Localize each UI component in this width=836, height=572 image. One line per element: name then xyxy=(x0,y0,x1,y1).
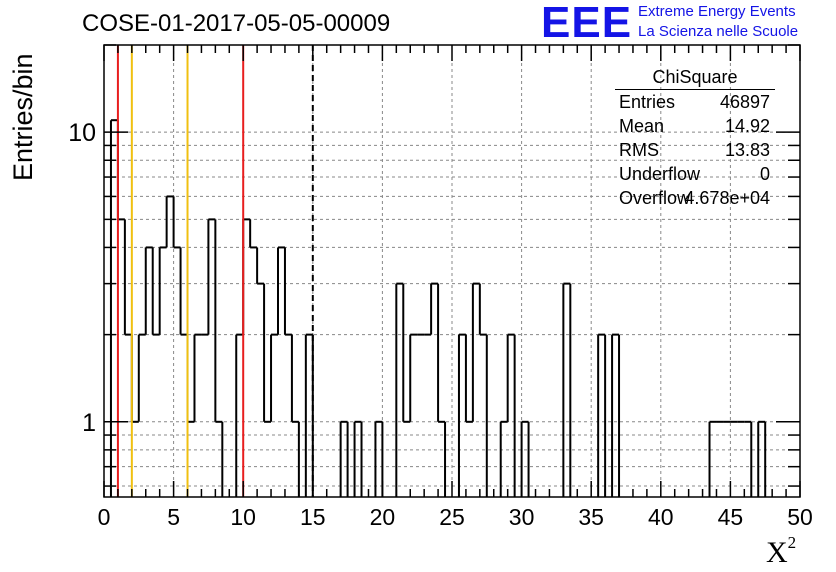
stats-value: 13.83 xyxy=(724,140,770,160)
logo-caption-line2: La Scienza nelle Scuole xyxy=(638,23,799,40)
stats-row-rms: RMS 13.83 xyxy=(613,138,778,162)
x-tick-label: 30 xyxy=(509,504,535,530)
stats-title: ChiSquare xyxy=(615,65,775,90)
x-axis-label: X2 xyxy=(766,533,796,570)
marker-lines xyxy=(116,45,314,497)
plot-title: COSE-01-2017-05-05-00009 xyxy=(82,10,391,37)
stats-key: Entries xyxy=(619,92,676,112)
x-tick-label: 35 xyxy=(578,504,604,530)
logo-caption-line1: Extreme Energy Events xyxy=(638,3,796,20)
y-axis-label: Entries/bin xyxy=(8,53,38,181)
x-tick-label: 25 xyxy=(439,504,465,530)
x-tick-label: 50 xyxy=(787,504,813,530)
stats-value: 0 xyxy=(759,164,770,184)
x-axis-label-superscript: 2 xyxy=(787,533,797,552)
stats-key: Overflow xyxy=(619,188,691,208)
axes: 0 5 10 15 20 25 30 35 40 45 50 1 10 xyxy=(68,44,813,530)
x-axis-label-base: X xyxy=(766,536,788,569)
stats-row-entries: Entries 46897 xyxy=(613,90,778,114)
x-tick-label: 10 xyxy=(230,504,256,530)
stats-row-overflow: Overflow 4.678e+04 xyxy=(613,186,778,210)
x-tick-label: 5 xyxy=(167,504,180,530)
stats-value: 46897 xyxy=(719,92,770,112)
x-tick-label: 15 xyxy=(300,504,326,530)
x-tick-label: 40 xyxy=(648,504,674,530)
stats-key: Underflow xyxy=(619,164,701,184)
stats-row-underflow: Underflow 0 xyxy=(613,162,778,186)
stats-value: 14.92 xyxy=(724,116,770,136)
stats-row-mean: Mean 14.92 xyxy=(613,114,778,138)
eee-logo: EEE xyxy=(541,0,633,47)
stats-key: Mean xyxy=(619,116,665,136)
x-tick-label: 20 xyxy=(370,504,396,530)
x-tick-label: 0 xyxy=(98,504,111,530)
x-tick-label: 45 xyxy=(718,504,744,530)
y-tick-label: 10 xyxy=(68,119,96,147)
stats-box: ChiSquare Entries 46897 Mean 14.92 RMS 1… xyxy=(613,65,778,210)
y-tick-label: 1 xyxy=(82,409,96,437)
stats-value: 4.678e+04 xyxy=(684,188,770,208)
stats-key: RMS xyxy=(619,140,659,160)
